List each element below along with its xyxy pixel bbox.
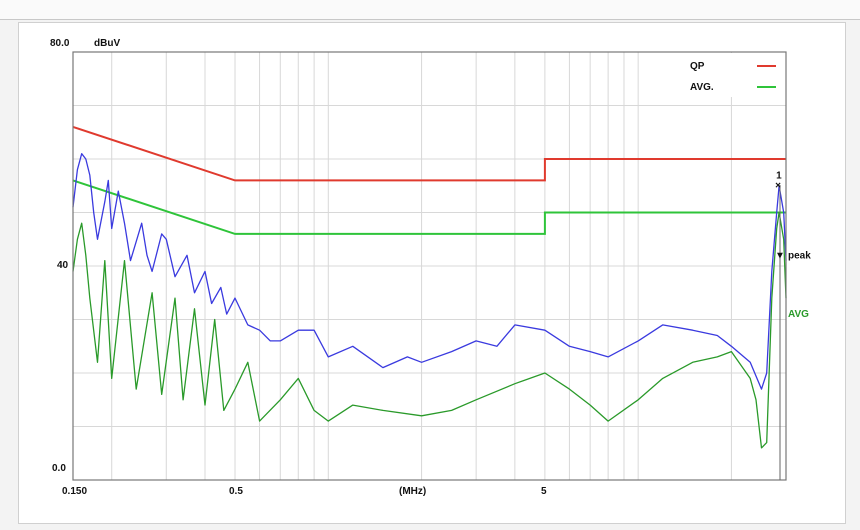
- marker-1-label: 1: [776, 170, 782, 181]
- axis-labels: 80.0 dBuV 40 0.0 0.150 0.5 (MHz) 5: [50, 38, 547, 497]
- plot-border: [72, 51, 787, 481]
- x-tick-05: 0.5: [229, 486, 243, 497]
- legend-box: [678, 53, 785, 97]
- avg-label: AVG: [788, 309, 809, 320]
- legend-label-1: AVG.: [690, 82, 714, 93]
- y-unit: dBuV: [94, 38, 120, 49]
- top-bar: [0, 0, 860, 20]
- grid: [73, 52, 786, 480]
- marker-arrow-icon: ▼: [775, 250, 785, 261]
- y-tick-mid: 40: [57, 260, 69, 271]
- y-tick-bottom: 0.0: [52, 463, 66, 474]
- series-avg: [72, 211, 787, 449]
- limit-line-avg: [72, 179, 786, 235]
- x-tick-0150: 0.150: [62, 486, 87, 497]
- x-tick-5: 5: [541, 486, 547, 497]
- x-axis-label: (MHz): [399, 486, 426, 497]
- y-tick-top: 80.0: [50, 38, 70, 49]
- limit-line-qp: [72, 125, 786, 182]
- traces: [72, 153, 787, 449]
- legend: QP AVG.: [678, 53, 785, 97]
- annotations: 1× ▼ peak AVG: [775, 170, 811, 480]
- limit-lines: [72, 125, 786, 235]
- marker-x-icon: ×: [775, 180, 781, 191]
- legend-label-0: QP: [690, 61, 705, 72]
- peak-label: peak: [788, 250, 811, 261]
- series-peak: [72, 153, 787, 390]
